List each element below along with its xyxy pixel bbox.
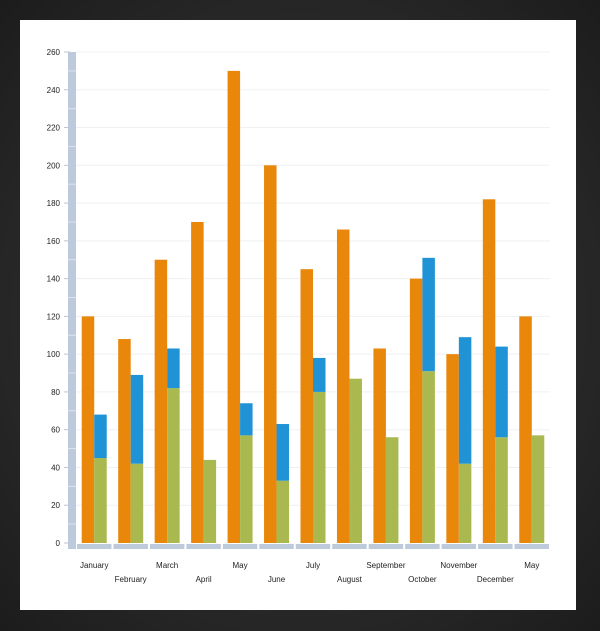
y-tick-label: 180: [47, 199, 61, 208]
bar-series-1: [336, 229, 350, 543]
x-tick-label: May: [524, 561, 539, 570]
bar-series-3: [458, 337, 472, 464]
x-tick-label: April: [196, 575, 212, 584]
bar-series-2: [167, 388, 180, 543]
x-axis-segment: [113, 544, 148, 549]
y-tick-label: 60: [51, 426, 60, 435]
y-tick-label: 100: [47, 350, 61, 359]
y-tick-label: 20: [51, 501, 60, 510]
bar-series-1: [409, 278, 423, 543]
bar-series-1: [446, 354, 459, 543]
bar-series-1: [191, 221, 204, 543]
x-axis-segment: [478, 544, 513, 549]
bar-series-3: [313, 357, 326, 392]
bar-series-1: [227, 70, 241, 543]
bar-series-2: [313, 391, 326, 543]
bar-series-2: [240, 435, 253, 543]
x-axis-segment: [149, 544, 185, 549]
bar-series-3: [276, 424, 290, 481]
x-tick-label: November: [440, 561, 477, 570]
bar-series-2: [495, 437, 508, 543]
x-axis-segment: [441, 544, 477, 549]
bar-series-1: [373, 348, 386, 543]
x-tick-label: February: [115, 575, 147, 584]
bar-series-3: [94, 414, 107, 459]
bar-series-2: [203, 459, 217, 543]
bar-series-3: [240, 403, 253, 436]
bar-series-1: [264, 165, 277, 544]
y-tick-label: 0: [56, 539, 61, 548]
bar-series-2: [458, 463, 472, 543]
bar-series-1: [519, 316, 532, 543]
bar-series-1: [118, 339, 131, 543]
x-tick-label: June: [268, 575, 286, 584]
x-axis-segment: [514, 544, 549, 549]
y-tick-label: 140: [47, 275, 61, 284]
x-tick-label: December: [477, 575, 514, 584]
y-tick-label: 200: [47, 161, 61, 170]
x-tick-label: September: [366, 561, 405, 570]
bar-series-3: [167, 348, 180, 389]
x-axis-segment: [368, 544, 404, 549]
x-tick-label: January: [80, 561, 108, 570]
bar-series-2: [531, 435, 545, 543]
x-axis-segment: [186, 544, 221, 549]
y-tick-label: 40: [51, 463, 60, 472]
x-axis-segment: [259, 544, 294, 549]
bar-series-1: [300, 269, 313, 543]
x-tick-label: March: [156, 561, 178, 570]
x-tick-label: July: [306, 561, 320, 570]
y-tick-label: 260: [47, 48, 61, 57]
x-tick-label: October: [408, 575, 437, 584]
bar-series-2: [422, 371, 435, 543]
x-tick-label: August: [337, 575, 363, 584]
bar-series-1: [81, 316, 95, 543]
bar-series-3: [495, 346, 508, 438]
y-axis: [68, 52, 76, 549]
x-tick-label: May: [233, 561, 248, 570]
bar-series-2: [130, 463, 144, 543]
bar-series-2: [276, 480, 290, 543]
x-axis-segment: [332, 544, 367, 549]
bar-series-3: [130, 374, 144, 464]
y-tick-label: 80: [51, 388, 60, 397]
bar-series-2: [385, 437, 399, 543]
y-tick-label: 220: [47, 124, 61, 133]
x-axis-segment: [405, 544, 440, 549]
bar-series-1: [482, 199, 496, 544]
bar-series-2: [94, 458, 107, 543]
x-axis-segment: [295, 544, 331, 549]
y-tick-label: 160: [47, 237, 61, 246]
x-axis-segment: [77, 544, 112, 549]
bar-series-2: [349, 378, 362, 543]
bar-series-3: [422, 257, 435, 372]
y-tick-label: 120: [47, 312, 61, 321]
x-axis-segment: [222, 544, 258, 549]
y-tick-label: 240: [47, 86, 61, 95]
bar-series-1: [154, 259, 168, 543]
